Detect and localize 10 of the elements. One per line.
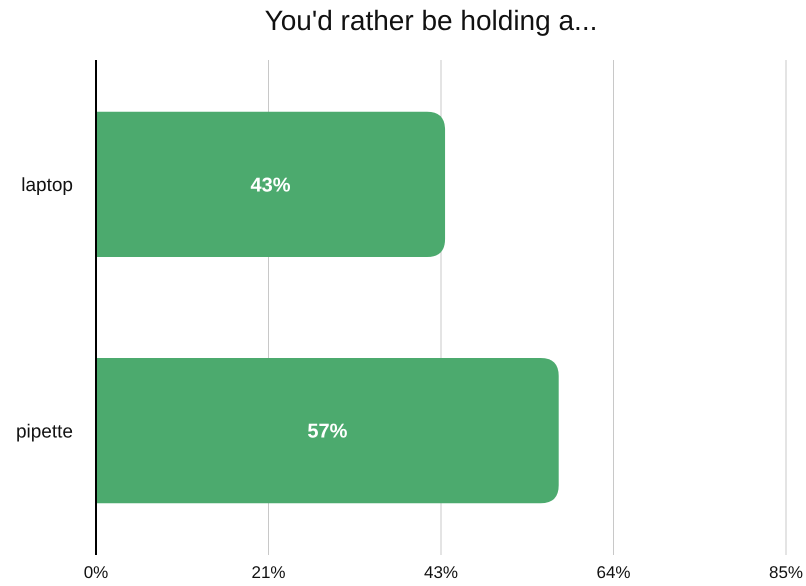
y-tick-label: laptop xyxy=(21,175,73,196)
x-tick-label: 64% xyxy=(596,563,631,582)
x-tick-label: 85% xyxy=(768,563,804,582)
chart-title: You'd rather be holding a... xyxy=(264,5,598,36)
x-tick-label: 0% xyxy=(84,563,108,582)
x-tick-label: 21% xyxy=(251,563,286,582)
y-tick-label: pipette xyxy=(16,421,73,442)
data-label: 57% xyxy=(307,420,348,443)
x-tick-label: 43% xyxy=(424,563,458,582)
data-label: 43% xyxy=(250,174,291,196)
